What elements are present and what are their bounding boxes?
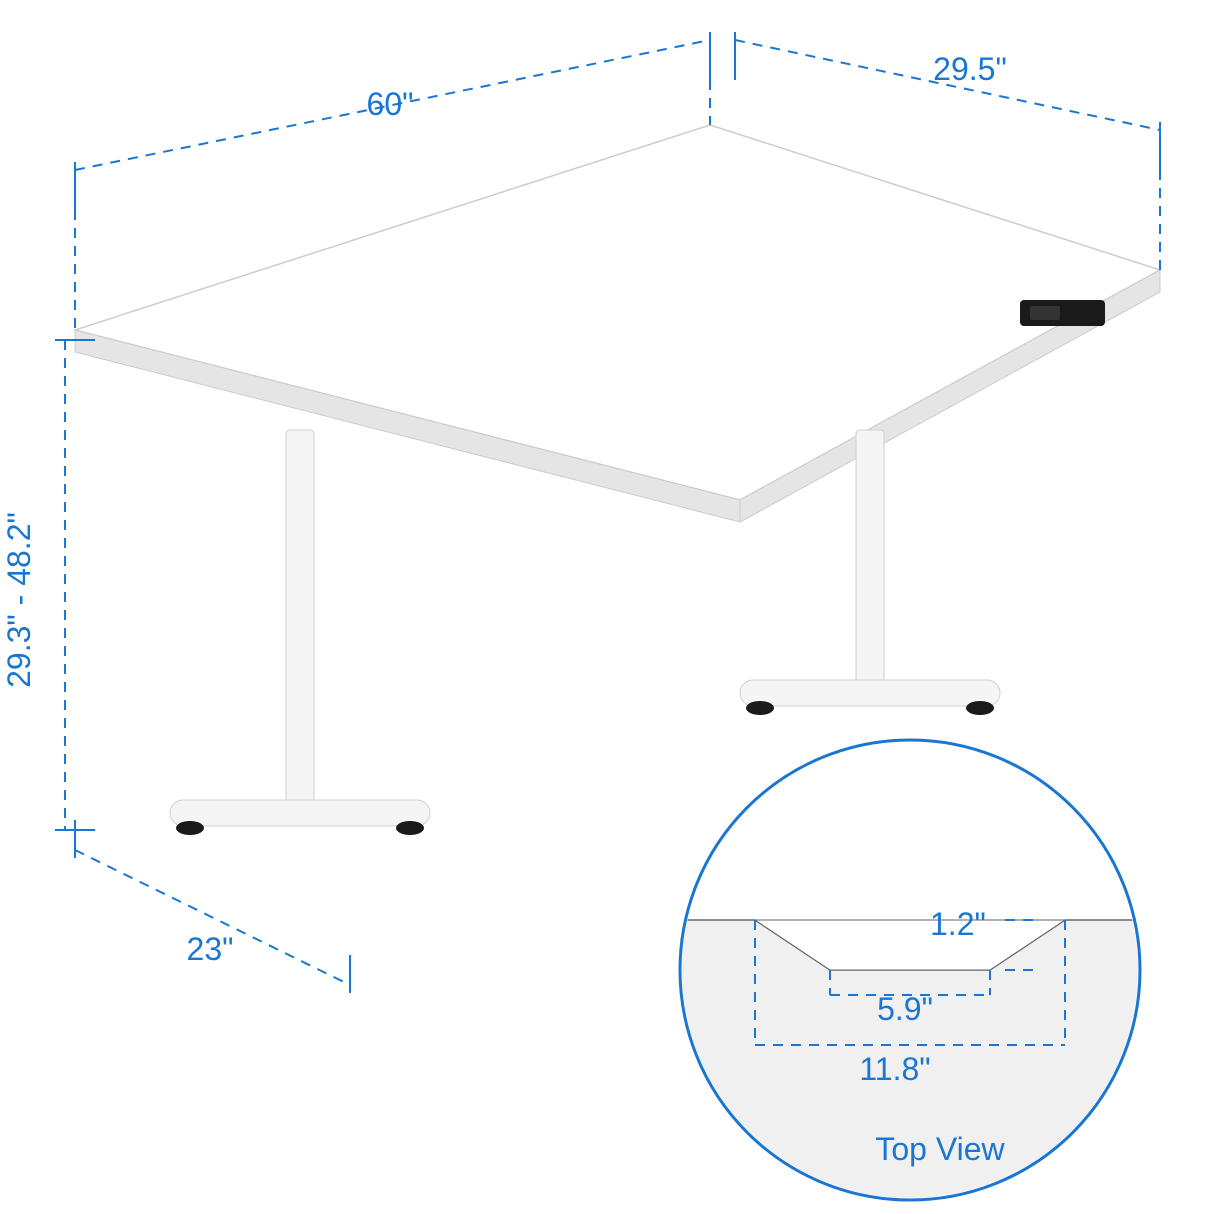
desk-foot <box>170 800 430 826</box>
desk-foot <box>740 680 1000 706</box>
desk-leg <box>286 430 314 810</box>
dimensions.height: 29.3" - 48.2" <box>1 512 37 688</box>
dimensions.foot_depth: 23" <box>187 931 234 967</box>
dimensions.width: 60" <box>367 86 414 122</box>
desk-top <box>75 125 1160 500</box>
dimensions.cutout_outer: 11.8" <box>859 1051 930 1087</box>
dimensions.cutout_inner: 5.9" <box>877 991 933 1027</box>
controller-display <box>1030 306 1060 320</box>
foot-pad <box>396 821 424 835</box>
dimensions.cutout_depth: 1.2" <box>930 906 986 942</box>
foot-pad <box>966 701 994 715</box>
dimensions.depth: 29.5" <box>933 51 1007 87</box>
labels.top_view: Top View <box>875 1131 1005 1167</box>
foot-pad <box>746 701 774 715</box>
desk-leg <box>856 430 884 690</box>
foot-pad <box>176 821 204 835</box>
